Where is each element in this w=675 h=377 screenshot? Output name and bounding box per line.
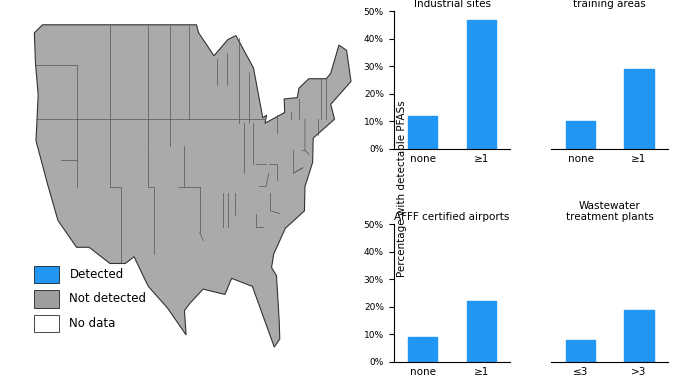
Polygon shape (34, 25, 351, 347)
Bar (624, 69, 653, 149)
Title: AFFF certified airports: AFFF certified airports (394, 212, 510, 222)
FancyBboxPatch shape (34, 290, 59, 308)
Text: No data: No data (70, 317, 116, 330)
Text: Percentage with detectable PFASs: Percentage with detectable PFASs (397, 100, 406, 277)
Bar (566, 121, 595, 149)
Bar (408, 116, 437, 149)
Title: Military fire
training areas: Military fire training areas (574, 0, 646, 9)
Text: Not detected: Not detected (70, 292, 146, 305)
Bar (408, 337, 437, 362)
Title: Industrial sites: Industrial sites (414, 0, 491, 9)
FancyBboxPatch shape (34, 314, 59, 332)
Bar (566, 340, 595, 362)
Bar (466, 20, 496, 149)
Title: Wastewater
treatment plants: Wastewater treatment plants (566, 201, 654, 222)
Text: Detected: Detected (70, 268, 124, 281)
FancyBboxPatch shape (34, 265, 59, 283)
Bar (466, 302, 496, 362)
Bar (624, 310, 653, 362)
Title: Hydrological units with
detectable PFASs: Hydrological units with detectable PFASs (100, 0, 284, 3)
